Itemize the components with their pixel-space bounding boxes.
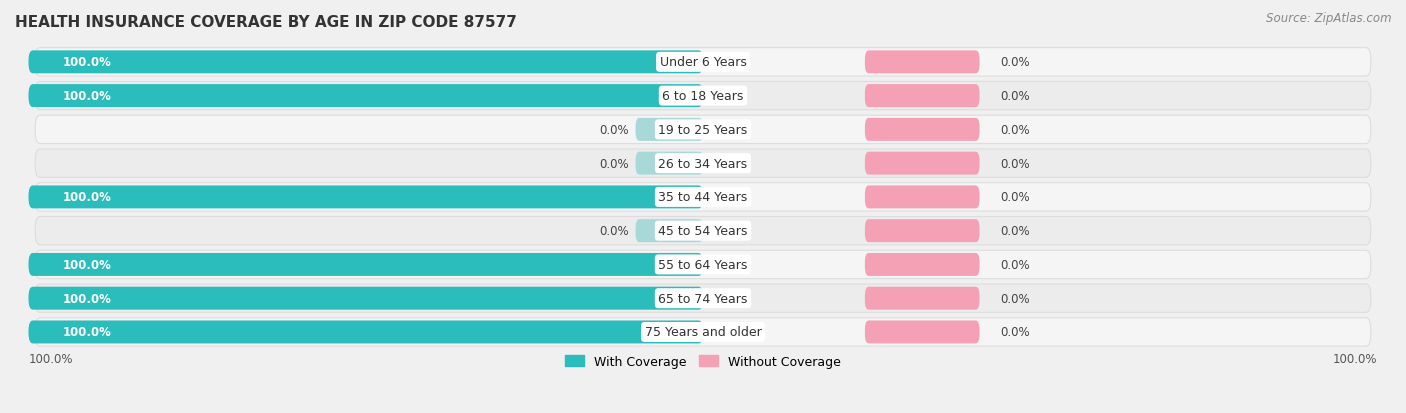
FancyBboxPatch shape [35, 116, 1371, 144]
FancyBboxPatch shape [865, 321, 980, 344]
FancyBboxPatch shape [28, 85, 703, 108]
FancyBboxPatch shape [865, 253, 980, 276]
FancyBboxPatch shape [28, 51, 703, 74]
FancyBboxPatch shape [35, 49, 1371, 77]
Text: 0.0%: 0.0% [1000, 292, 1029, 305]
FancyBboxPatch shape [636, 220, 703, 242]
Text: 100.0%: 100.0% [62, 258, 111, 271]
FancyBboxPatch shape [865, 152, 980, 175]
FancyBboxPatch shape [35, 217, 1371, 245]
FancyBboxPatch shape [35, 183, 1371, 211]
Text: 100.0%: 100.0% [62, 292, 111, 305]
Text: 0.0%: 0.0% [1000, 157, 1029, 170]
FancyBboxPatch shape [865, 119, 980, 142]
Text: 0.0%: 0.0% [599, 157, 628, 170]
FancyBboxPatch shape [865, 85, 980, 108]
FancyBboxPatch shape [35, 251, 1371, 279]
Text: 0.0%: 0.0% [1000, 326, 1029, 339]
Text: 35 to 44 Years: 35 to 44 Years [658, 191, 748, 204]
FancyBboxPatch shape [28, 321, 703, 344]
Text: 100.0%: 100.0% [62, 56, 111, 69]
Text: 45 to 54 Years: 45 to 54 Years [658, 225, 748, 237]
Text: Source: ZipAtlas.com: Source: ZipAtlas.com [1267, 12, 1392, 25]
FancyBboxPatch shape [636, 119, 703, 142]
Text: 55 to 64 Years: 55 to 64 Years [658, 258, 748, 271]
Text: 75 Years and older: 75 Years and older [644, 326, 762, 339]
Text: 0.0%: 0.0% [599, 225, 628, 237]
FancyBboxPatch shape [35, 284, 1371, 313]
Text: 0.0%: 0.0% [1000, 90, 1029, 103]
Text: Under 6 Years: Under 6 Years [659, 56, 747, 69]
FancyBboxPatch shape [865, 287, 980, 310]
Text: 0.0%: 0.0% [1000, 191, 1029, 204]
Text: 100.0%: 100.0% [62, 326, 111, 339]
Text: 19 to 25 Years: 19 to 25 Years [658, 123, 748, 137]
Text: 100.0%: 100.0% [1333, 352, 1378, 365]
Text: 100.0%: 100.0% [28, 352, 73, 365]
FancyBboxPatch shape [636, 152, 703, 175]
FancyBboxPatch shape [865, 220, 980, 242]
Text: 0.0%: 0.0% [1000, 258, 1029, 271]
FancyBboxPatch shape [865, 186, 980, 209]
FancyBboxPatch shape [28, 287, 703, 310]
Text: 0.0%: 0.0% [1000, 225, 1029, 237]
Text: 0.0%: 0.0% [599, 123, 628, 137]
Text: 100.0%: 100.0% [62, 191, 111, 204]
Text: 0.0%: 0.0% [1000, 123, 1029, 137]
Text: HEALTH INSURANCE COVERAGE BY AGE IN ZIP CODE 87577: HEALTH INSURANCE COVERAGE BY AGE IN ZIP … [15, 15, 517, 30]
FancyBboxPatch shape [865, 51, 980, 74]
FancyBboxPatch shape [35, 82, 1371, 111]
FancyBboxPatch shape [35, 150, 1371, 178]
Text: 100.0%: 100.0% [62, 90, 111, 103]
Text: 6 to 18 Years: 6 to 18 Years [662, 90, 744, 103]
Text: 0.0%: 0.0% [1000, 56, 1029, 69]
Text: 65 to 74 Years: 65 to 74 Years [658, 292, 748, 305]
FancyBboxPatch shape [28, 253, 703, 276]
Text: 26 to 34 Years: 26 to 34 Years [658, 157, 748, 170]
FancyBboxPatch shape [35, 318, 1371, 347]
FancyBboxPatch shape [28, 186, 703, 209]
Legend: With Coverage, Without Coverage: With Coverage, Without Coverage [561, 350, 845, 373]
